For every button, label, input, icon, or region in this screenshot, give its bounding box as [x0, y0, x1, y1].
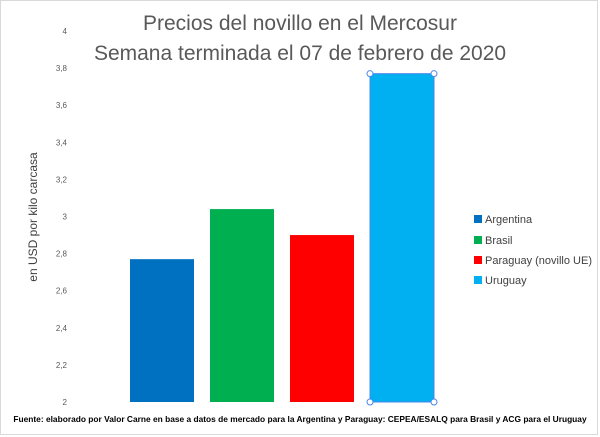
legend-label: Brasil — [485, 235, 513, 247]
y-axis-label: en USD por kilo carcasa — [26, 152, 40, 282]
selection-handle[interactable] — [366, 70, 374, 78]
bar-paraguay[interactable] — [290, 235, 354, 402]
bars — [130, 70, 438, 406]
y-tick-label: 2,8 — [56, 250, 68, 259]
y-tick-label: 2,4 — [56, 324, 68, 333]
legend-label: Argentina — [485, 214, 533, 226]
y-tick-label: 4 — [63, 27, 68, 36]
y-tick-label: 2,2 — [56, 361, 68, 370]
legend-swatch — [474, 276, 482, 284]
y-tick-label: 3 — [63, 213, 68, 222]
selection-handle[interactable] — [430, 398, 438, 406]
source-footnote: Fuente: elaborado por Valor Carne en bas… — [13, 414, 587, 424]
y-tick-label: 3,6 — [56, 101, 68, 110]
y-tick-label: 2,6 — [56, 287, 68, 296]
selection-outline — [369, 73, 435, 403]
legend-swatch — [474, 215, 482, 223]
legend-label: Uruguay — [485, 275, 527, 287]
legend-label: Paraguay (novillo UE) — [485, 255, 592, 267]
y-tick-label: 2 — [63, 398, 68, 407]
y-tick-label: 3,2 — [56, 175, 68, 184]
chart-title-line-1: Precios del novillo en el Mercosur — [143, 12, 457, 35]
legend: Argentina Brasil Paraguay (novillo UE) Urug… — [474, 214, 592, 287]
y-axis-ticks: 2 2,2 2,4 2,6 2,8 3 3,2 3,4 3,6 3,8 4 — [56, 27, 68, 407]
bar-uruguay[interactable] — [370, 73, 434, 402]
selection-handle[interactable] — [430, 70, 438, 78]
y-tick-label: 3,4 — [56, 138, 68, 147]
chart-title-line-2: Semana terminada el 07 de febrero de 202… — [94, 42, 506, 65]
bar-argentina[interactable] — [130, 259, 194, 402]
bar-brasil[interactable] — [210, 209, 274, 402]
y-tick-label: 3,8 — [56, 64, 68, 73]
selection-handle[interactable] — [366, 398, 374, 406]
legend-swatch — [474, 236, 482, 244]
legend-swatch — [474, 256, 482, 264]
